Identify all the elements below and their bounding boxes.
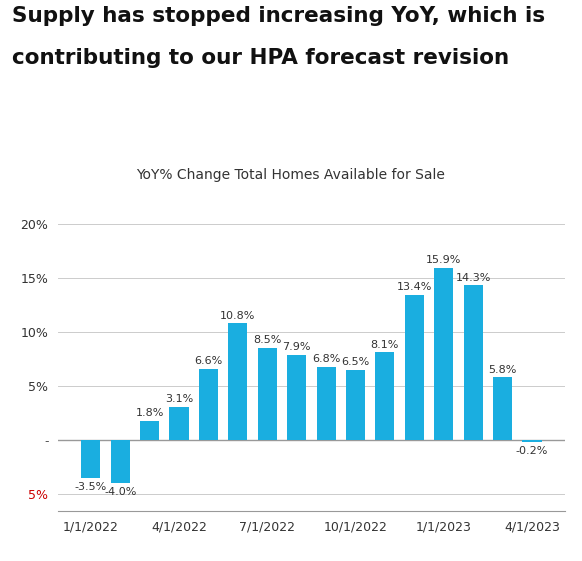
Text: 8.5%: 8.5% — [253, 335, 282, 346]
Text: -3.5%: -3.5% — [74, 482, 107, 492]
Text: 6.6%: 6.6% — [194, 356, 222, 366]
Text: contributing to our HPA forecast revision: contributing to our HPA forecast revisio… — [12, 48, 509, 68]
Bar — [346, 370, 365, 440]
Text: 3.1%: 3.1% — [165, 394, 193, 404]
Bar — [464, 286, 482, 440]
Text: 10.8%: 10.8% — [220, 310, 255, 320]
Text: 15.9%: 15.9% — [426, 255, 462, 265]
Bar — [404, 295, 424, 440]
Bar — [434, 268, 453, 440]
Bar — [258, 348, 277, 440]
Text: Supply has stopped increasing YoY, which is: Supply has stopped increasing YoY, which… — [12, 6, 545, 26]
Bar — [317, 366, 336, 440]
Bar — [169, 407, 189, 440]
Text: -4.0%: -4.0% — [104, 488, 136, 497]
Text: -0.2%: -0.2% — [516, 446, 548, 456]
Bar — [81, 440, 100, 478]
Bar — [140, 421, 159, 440]
Bar — [111, 440, 130, 484]
Text: YoY% Change Total Homes Available for Sale: YoY% Change Total Homes Available for Sa… — [137, 168, 445, 182]
Text: 13.4%: 13.4% — [396, 282, 432, 292]
Text: 1.8%: 1.8% — [136, 408, 164, 418]
Bar — [228, 323, 247, 440]
Text: 8.1%: 8.1% — [371, 340, 399, 350]
Text: 6.5%: 6.5% — [342, 357, 370, 367]
Bar — [287, 355, 306, 440]
Text: 5.8%: 5.8% — [488, 365, 517, 375]
Text: 14.3%: 14.3% — [456, 273, 491, 283]
Text: 6.8%: 6.8% — [312, 354, 340, 364]
Bar — [493, 378, 512, 440]
Bar — [523, 440, 541, 442]
Text: 7.9%: 7.9% — [282, 342, 311, 352]
Bar — [375, 352, 395, 440]
Bar — [199, 369, 218, 440]
